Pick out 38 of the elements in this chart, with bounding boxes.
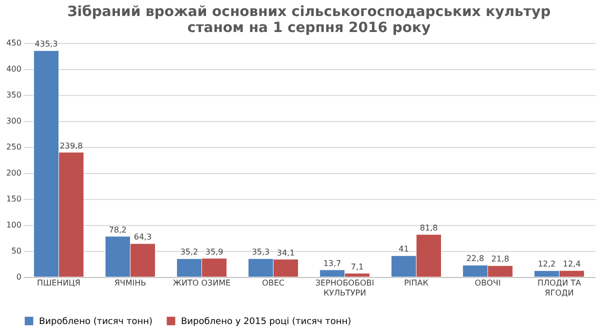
x-tick-label: ЖИТО ОЗИМЕ bbox=[172, 278, 231, 288]
x-tick-label: ЯЧМІНЬ bbox=[114, 278, 146, 288]
data-label: 12,4 bbox=[562, 260, 581, 269]
data-label: 64,3 bbox=[134, 232, 152, 242]
legend-label: Вироблено (тисяч тонн) bbox=[39, 317, 153, 327]
data-label: 435,3 bbox=[34, 40, 58, 49]
data-label: 41 bbox=[398, 244, 409, 254]
y-tick-label: 150 bbox=[6, 194, 22, 204]
y-tick-label: 250 bbox=[6, 142, 22, 152]
data-label: 34,1 bbox=[276, 248, 295, 258]
data-label: 35,2 bbox=[180, 248, 198, 257]
data-label: 12,2 bbox=[538, 260, 556, 269]
data-label: 78,2 bbox=[108, 225, 127, 234]
data-label: 81,8 bbox=[420, 223, 438, 232]
legend-label: Вироблено у 2015 році (тисяч тонн) bbox=[181, 317, 352, 327]
x-tick-label: ОВЕС bbox=[262, 278, 285, 288]
y-tick-label: 300 bbox=[6, 116, 22, 126]
data-label: 13,7 bbox=[323, 258, 342, 268]
y-tick-label: 200 bbox=[6, 168, 22, 178]
x-tick-label: ПЛОДИ ТА ЯГОДИ bbox=[538, 278, 582, 298]
x-tick-label: РІПАК bbox=[404, 278, 429, 288]
y-tick-label: 350 bbox=[6, 90, 22, 100]
data-label: 21,8 bbox=[491, 254, 510, 264]
data-label: 239,8 bbox=[60, 141, 83, 150]
x-tick-label: ПШЕНИЦЯ bbox=[37, 278, 80, 288]
data-label: 22,8 bbox=[466, 254, 484, 264]
y-tick-label: 0 bbox=[16, 272, 22, 282]
x-tick-label: ЗЕРНОБОБОВІ КУЛЬТУРИ bbox=[315, 278, 374, 298]
data-label: 7,1 bbox=[350, 262, 364, 272]
y-tick-label: 400 bbox=[6, 64, 22, 74]
data-label: 35,9 bbox=[205, 247, 224, 256]
data-label: 35,3 bbox=[252, 248, 270, 257]
y-tick-label: 100 bbox=[6, 220, 22, 230]
x-tick-label: ОВОЧІ bbox=[474, 278, 501, 288]
text: Зібраний врожай основних сільськогосподарських культур bbox=[67, 4, 551, 20]
y-tick-label: 50 bbox=[11, 246, 22, 256]
y-tick-label: 450 bbox=[6, 38, 22, 48]
text: станом на 1 серпня 2016 року bbox=[187, 20, 431, 36]
